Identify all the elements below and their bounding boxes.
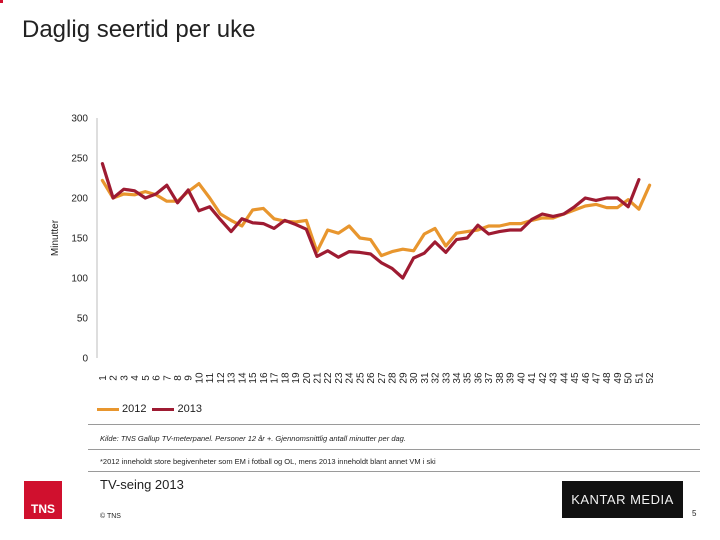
kantar-media-logo: KANTAR MEDIA — [562, 481, 683, 518]
x-tick-label: 46 — [581, 372, 592, 384]
x-tick-label: 14 — [237, 372, 248, 384]
x-tick-label: 30 — [409, 372, 420, 384]
y-tick-label: 300 — [71, 114, 88, 125]
x-tick-label: 27 — [377, 372, 388, 384]
y-tick-label: 0 — [82, 354, 88, 365]
x-tick-label: 36 — [473, 372, 484, 384]
x-tick-label: 35 — [463, 372, 474, 384]
series-line-2013 — [100, 162, 641, 280]
copyright: © TNS — [100, 513, 121, 520]
x-tick-label: 43 — [549, 372, 560, 384]
divider-bottom — [88, 471, 700, 472]
x-tick-label: 52 — [645, 372, 656, 384]
y-tick-label: 200 — [71, 194, 88, 205]
x-tick-label: 40 — [516, 372, 527, 384]
legend-label-2012: 2012 — [122, 403, 147, 415]
legend-item-2012: 2012 — [97, 403, 146, 415]
x-tick-label: 16 — [259, 372, 270, 384]
series-line-2012 — [100, 178, 652, 258]
x-tick-label: 5 — [141, 375, 152, 381]
x-tick-label: 32 — [431, 372, 442, 384]
corner-accent — [0, 0, 3, 3]
x-tick-label: 20 — [302, 372, 313, 384]
x-tick-label: 12 — [216, 372, 227, 384]
x-tick-label: 51 — [634, 372, 645, 384]
y-axis-label: Minutter — [50, 219, 61, 256]
legend-swatch-2013 — [152, 407, 175, 411]
x-tick-label: 44 — [559, 372, 570, 384]
x-tick-label: 45 — [570, 372, 581, 384]
x-tick-label: 31 — [420, 372, 431, 384]
y-tick-label: 250 — [71, 154, 88, 165]
x-tick-label: 23 — [334, 372, 345, 384]
x-tick-label: 2 — [109, 375, 120, 381]
x-tick-label: 3 — [119, 375, 130, 381]
x-tick-label: 8 — [173, 375, 184, 381]
y-tick-label: 150 — [71, 234, 88, 245]
x-tick-label: 38 — [495, 372, 506, 384]
x-tick-label: 48 — [602, 372, 613, 384]
x-tick-label: 25 — [355, 372, 366, 384]
divider-top — [88, 424, 700, 425]
x-tick-label: 50 — [624, 372, 635, 384]
x-tick-label: 15 — [248, 372, 259, 384]
x-tick-label: 39 — [506, 372, 517, 384]
legend-swatch-2012 — [97, 407, 119, 411]
tns-logo: TNS — [24, 481, 62, 519]
x-tick-label: 41 — [527, 372, 538, 384]
x-tick-label: 4 — [130, 375, 141, 381]
x-tick-label: 28 — [388, 372, 399, 384]
x-tick-label: 21 — [312, 372, 323, 384]
x-tick-label: 18 — [280, 372, 291, 384]
page-number: 5 — [692, 509, 697, 518]
x-tick-label: 22 — [323, 372, 334, 384]
x-tick-label: 42 — [538, 372, 549, 384]
legend-item-2013: 2013 — [152, 403, 202, 415]
x-tick-label: 9 — [184, 375, 195, 381]
x-tick-label: 13 — [227, 372, 238, 384]
footnote-text: *2012 inneholdt store begivenheter som E… — [100, 457, 436, 466]
x-tick-label: 11 — [205, 372, 216, 383]
kantar-logo-text: KANTAR MEDIA — [571, 492, 674, 507]
divider-middle — [88, 449, 700, 450]
x-tick-label: 26 — [366, 372, 377, 384]
x-axis-ticks: 1 2 3 4 5 6 7 8 9 10 11 12 13 14 15 16 17 18 19 20 21 22 23 24 2… — [98, 372, 656, 384]
y-tick-label: 100 — [71, 274, 88, 285]
legend-label-2013: 2013 — [177, 403, 202, 415]
x-tick-label: 17 — [270, 372, 281, 384]
y-axis-ticks: 0 50 100 150 200 250 300 — [71, 114, 88, 365]
footer-title: TV-seing 2013 — [100, 477, 184, 492]
x-tick-label: 10 — [194, 372, 205, 384]
x-tick-label: 6 — [152, 375, 163, 381]
x-tick-label: 24 — [345, 372, 356, 384]
x-tick-label: 1 — [98, 375, 109, 381]
chart-series — [100, 162, 652, 280]
x-tick-label: 33 — [441, 372, 452, 384]
chart-legend: 2012 2013 — [97, 403, 208, 415]
x-tick-label: 19 — [291, 372, 302, 384]
source-text: Kilde: TNS Gallup TV-meterpanel. Persone… — [100, 434, 406, 443]
page-title: Daglig seertid per uke — [22, 16, 256, 43]
x-tick-label: 47 — [591, 372, 602, 384]
x-tick-label: 34 — [452, 372, 463, 384]
x-tick-label: 49 — [613, 372, 624, 384]
x-tick-label: 29 — [398, 372, 409, 384]
y-tick-label: 50 — [77, 314, 89, 325]
x-tick-label: 37 — [484, 372, 495, 384]
x-tick-label: 7 — [162, 375, 173, 381]
